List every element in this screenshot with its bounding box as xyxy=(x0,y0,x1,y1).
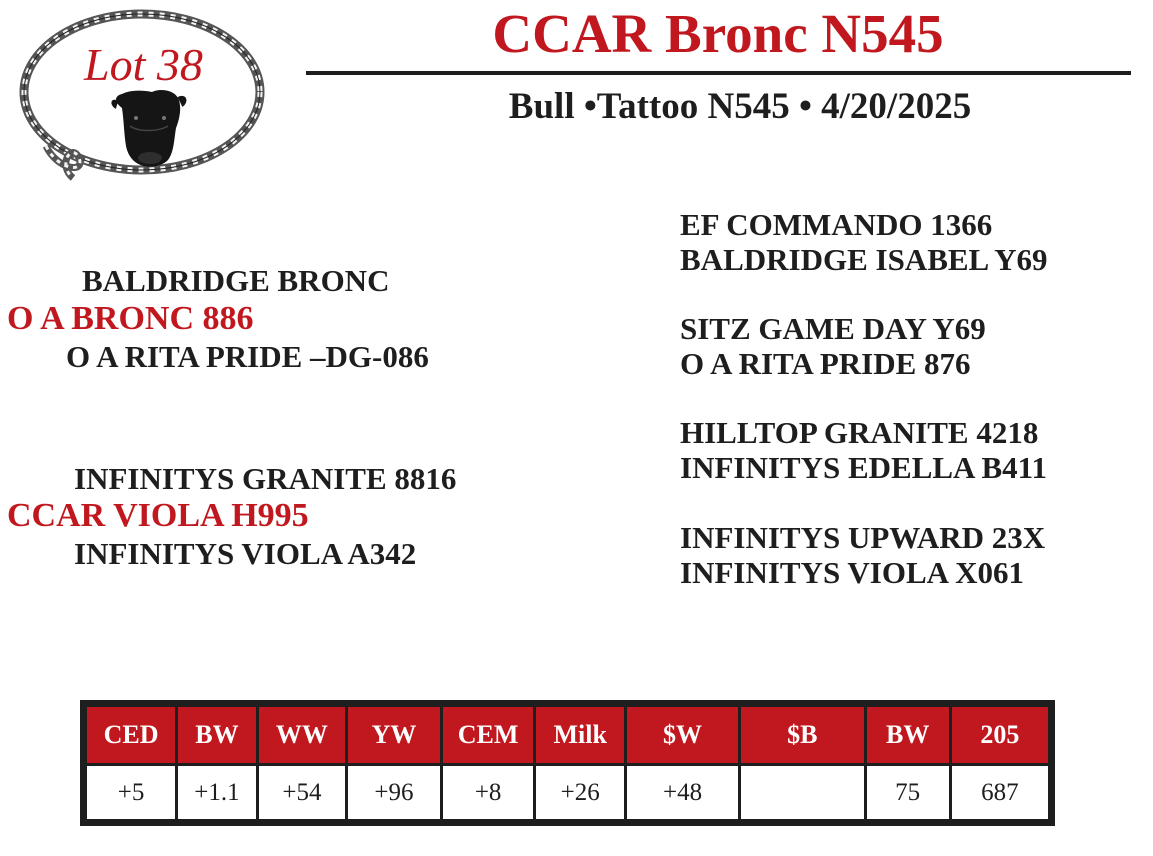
grandparent-3: SITZ GAME DAY Y69 xyxy=(680,311,986,346)
epd-header-cem: CEM xyxy=(443,707,534,763)
sire-name: O A BRONC 886 xyxy=(7,300,254,337)
epd-value-ced: +5 xyxy=(87,766,176,819)
epd-header-b-index: $B xyxy=(740,707,864,763)
epd-header-bw: BW xyxy=(178,707,256,763)
epd-header-row: CED BW WW YW CEM Milk $W $B BW 205 xyxy=(87,707,1048,763)
epd-header-milk: Milk xyxy=(536,707,625,763)
epd-header-w-index: $W xyxy=(627,707,738,763)
grandparent-8: INFINITYS VIOLA X061 xyxy=(680,555,1024,590)
epd-value-bw: +1.1 xyxy=(178,766,256,819)
lot-logo: Lot 38 xyxy=(18,6,270,188)
grandparent-7: INFINITYS UPWARD 23X xyxy=(680,520,1046,555)
grandparent-5: HILLTOP GRANITE 4218 xyxy=(680,415,1039,450)
rope-lasso-icon xyxy=(19,9,265,181)
title-divider xyxy=(306,71,1131,75)
dam-dam: INFINITYS VIOLA A342 xyxy=(74,536,417,571)
epd-value-205: 687 xyxy=(951,766,1048,819)
epd-value-birth-weight: 75 xyxy=(866,766,949,819)
epd-header-yw: YW xyxy=(347,707,441,763)
epd-value-w-index: +48 xyxy=(627,766,738,819)
dam-name: CCAR VIOLA H995 xyxy=(7,497,309,534)
epd-header-205: 205 xyxy=(951,707,1048,763)
animal-title: CCAR Bronc N545 xyxy=(492,3,944,64)
epd-value-cem: +8 xyxy=(443,766,534,819)
epd-value-ww: +54 xyxy=(258,766,345,819)
dam-sire: INFINITYS GRANITE 8816 xyxy=(74,461,457,496)
sire-sire: BALDRIDGE BRONC xyxy=(82,263,390,298)
epd-value-row: +5 +1.1 +54 +96 +8 +26 +48 75 687 xyxy=(87,766,1048,819)
epd-table: CED BW WW YW CEM Milk $W $B BW 205 +5 +1… xyxy=(80,700,1055,826)
bull-head-icon xyxy=(111,90,187,167)
grandparent-2: BALDRIDGE ISABEL Y69 xyxy=(680,242,1048,277)
grandparent-1: EF COMMANDO 1366 xyxy=(680,207,993,242)
epd-header-ww: WW xyxy=(258,707,345,763)
epd-value-yw: +96 xyxy=(347,766,441,819)
animal-subtitle: Bull •Tattoo N545 • 4/20/2025 xyxy=(508,86,972,127)
epd-value-b-index xyxy=(740,766,864,819)
grandparent-6: INFINITYS EDELLA B411 xyxy=(680,450,1047,485)
epd-value-milk: +26 xyxy=(536,766,625,819)
epd-header-birth-weight: BW xyxy=(866,707,949,763)
epd-header-ced: CED xyxy=(87,707,176,763)
sire-dam: O A RITA PRIDE –DG-086 xyxy=(66,339,429,374)
grandparent-4: O A RITA PRIDE 876 xyxy=(680,346,971,381)
lot-number: Lot 38 xyxy=(84,39,203,90)
